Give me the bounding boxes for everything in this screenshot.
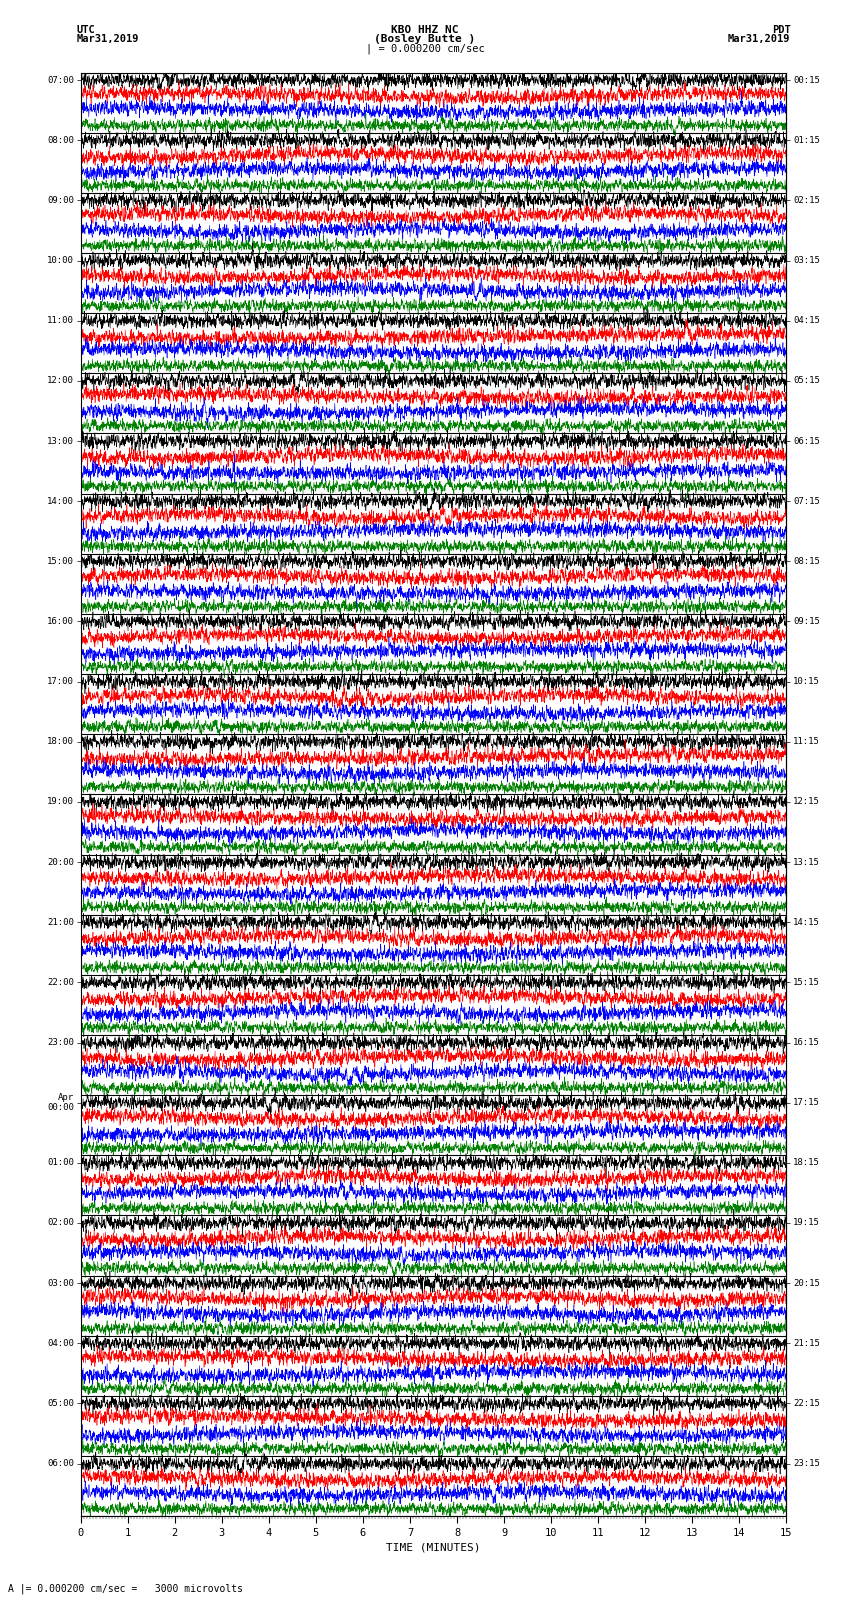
Text: A |= 0.000200 cm/sec =   3000 microvolts: A |= 0.000200 cm/sec = 3000 microvolts	[8, 1582, 243, 1594]
Text: PDT: PDT	[772, 24, 791, 35]
Text: Mar31,2019: Mar31,2019	[76, 34, 139, 44]
Text: Mar31,2019: Mar31,2019	[728, 34, 791, 44]
Text: KBO HHZ NC: KBO HHZ NC	[391, 24, 459, 35]
X-axis label: TIME (MINUTES): TIME (MINUTES)	[386, 1542, 481, 1552]
Text: UTC: UTC	[76, 24, 95, 35]
Text: | = 0.000200 cm/sec: | = 0.000200 cm/sec	[366, 44, 484, 53]
Text: (Bosley Butte ): (Bosley Butte )	[374, 34, 476, 44]
